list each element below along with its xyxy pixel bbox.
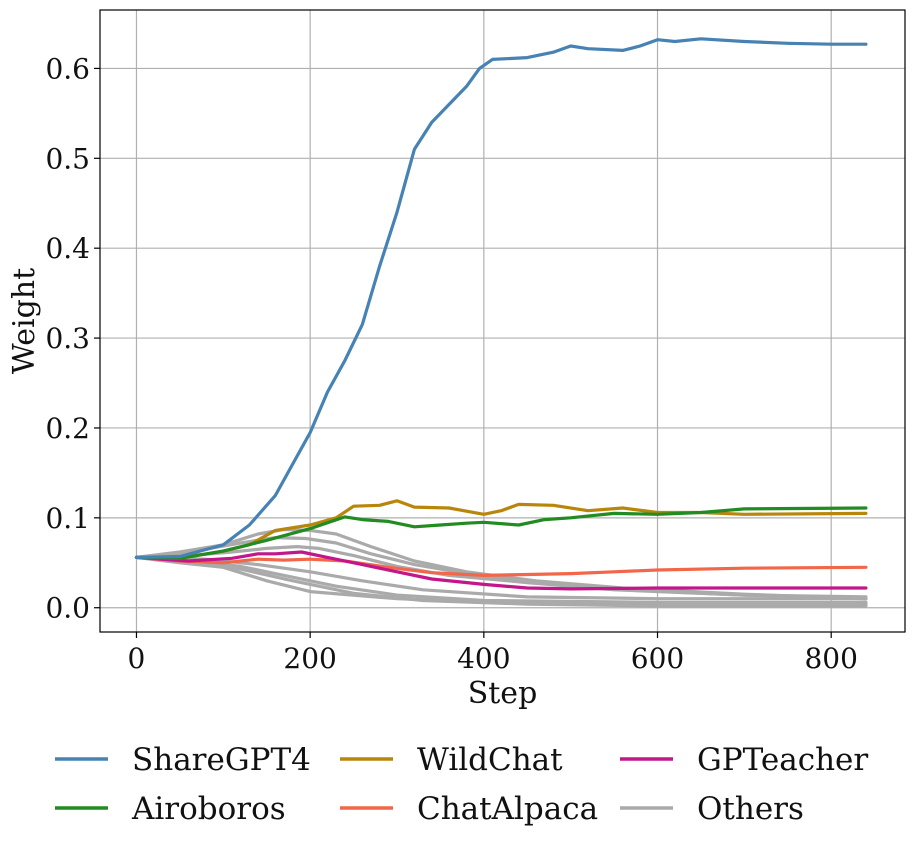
series-line-gpteacher	[134, 550, 868, 591]
y-tick-label: 0.2	[45, 412, 90, 445]
axis-ticks: 0 200 400 600 800 0.0 0.1 0.2 0.3 0.4 0.5 0.6	[45, 52, 857, 675]
series-line-others-6	[134, 555, 868, 608]
series-line-chatalpaca	[134, 555, 868, 577]
y-axis-label: Weight	[7, 268, 42, 374]
series-lines	[134, 37, 868, 608]
x-tick-label: 800	[804, 642, 857, 675]
legend-label-gpteacher: GPTeacher	[697, 742, 868, 778]
y-tick-label: 0.0	[45, 592, 90, 625]
x-tick-label: 200	[283, 642, 336, 675]
legend-label-sharegpt4: ShareGPT4	[132, 742, 311, 778]
x-tick-label: 0	[128, 642, 146, 675]
y-tick-label: 0.5	[45, 142, 90, 175]
series-line-sharegpt4	[134, 37, 868, 559]
plot-frame	[99, 9, 906, 633]
y-tick-label: 0.6	[45, 52, 90, 85]
series-line-wildchat	[134, 499, 868, 560]
legend-label-wildchat: WildChat	[417, 742, 563, 778]
legend-label-others: Others	[697, 791, 804, 827]
series-line-others-2	[134, 555, 868, 601]
y-tick-label: 0.1	[45, 502, 90, 535]
series-line-others-5	[134, 527, 868, 601]
legend-label-airoboros: Airoboros	[131, 791, 286, 827]
x-axis-label: Step	[468, 676, 538, 711]
legend-label-chatalpaca: ChatAlpaca	[417, 791, 598, 827]
series-line-airoboros	[134, 506, 868, 560]
grid-lines	[100, 10, 905, 632]
y-tick-label: 0.4	[45, 232, 90, 265]
legend: ShareGPT4 WildChat GPTeacher Airoboros ChatA…	[55, 742, 868, 827]
x-tick-label: 600	[631, 642, 684, 675]
y-tick-label: 0.3	[45, 322, 90, 355]
x-tick-label: 400	[457, 642, 510, 675]
